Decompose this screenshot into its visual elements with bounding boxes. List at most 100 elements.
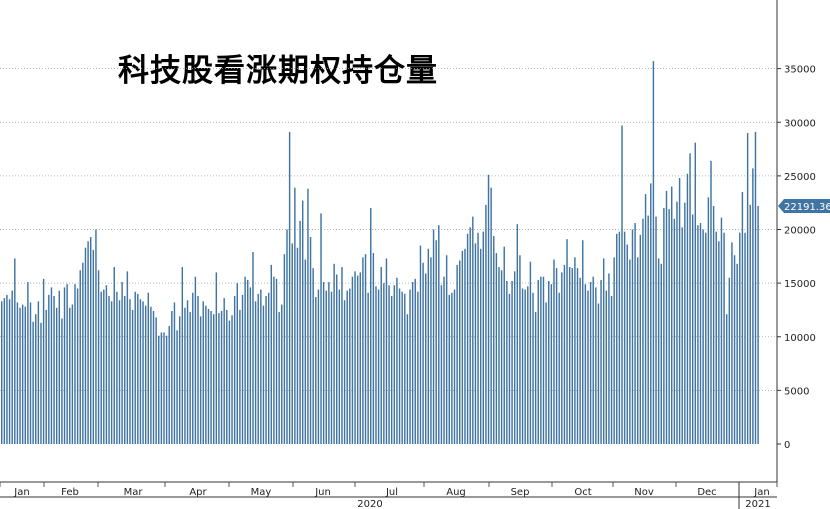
bar [257,293,259,444]
bar [681,227,683,444]
bar [116,291,118,444]
bar [725,314,728,444]
bar [534,312,537,444]
bar [205,305,207,444]
bar [328,282,330,444]
y-tick-label: 30000 [784,118,816,129]
bar [1,301,3,444]
bar [694,142,697,444]
bar [155,317,157,444]
bar [14,258,16,444]
bar [409,289,411,444]
bar [281,304,283,444]
bar [254,301,257,444]
bar [550,284,553,444]
bar [362,257,364,444]
bar [613,257,615,444]
bar [621,125,623,444]
y-tick-label: 25000 [784,172,816,183]
bar [490,187,492,445]
bar [723,232,725,444]
bar [655,216,657,444]
x-tick-label: Sep [511,487,530,498]
bar [364,254,367,444]
bar [757,206,759,444]
bar [503,246,505,444]
bar [712,205,715,444]
bar [587,290,589,444]
bar [322,282,325,444]
bar [527,286,529,444]
bar [158,335,160,444]
bar [574,257,576,444]
bar [592,276,594,444]
y-tick-label: 35000 [784,65,816,76]
bar [66,284,68,444]
bar [296,247,299,444]
y-tick-label: 10000 [784,333,816,344]
bar [236,283,238,445]
bar [213,314,215,444]
bar [184,307,186,444]
bar [516,224,519,444]
bar [97,270,100,444]
bar [563,264,566,444]
bar [92,249,95,444]
bar [247,279,249,444]
bar [11,290,13,444]
bar [82,262,84,444]
bar [79,270,81,444]
bar [95,229,97,444]
bar [419,245,422,444]
x-tick-label: Jul [385,487,398,498]
bar [466,233,469,444]
bar [108,296,110,444]
bar [597,303,600,444]
bar [513,271,516,444]
bar [372,253,375,444]
bar [63,287,66,444]
bar [642,218,644,444]
x-year-label: 2021 [745,499,770,509]
bar [393,285,396,444]
bar [325,290,327,444]
bar [589,282,592,444]
bar [150,306,152,444]
bar [113,267,115,444]
bar [396,277,398,444]
bar [341,267,343,444]
bar [414,278,416,444]
bar [356,275,359,444]
bar [309,237,312,444]
bar [548,280,550,444]
bar [336,274,338,444]
bar [639,234,642,444]
bar [705,232,707,444]
bar [278,312,280,444]
bar [103,289,105,444]
bar [733,255,736,444]
bar [215,272,218,444]
bar [647,215,649,444]
bar [430,257,432,444]
bar [147,292,150,444]
bar [558,292,560,444]
bar [223,298,225,444]
bar [270,264,273,444]
bar [579,277,581,444]
chart-title: 科技股看涨期权持仓量 [118,53,438,89]
bar [244,276,246,444]
bar [684,202,686,444]
bar [532,292,534,444]
x-tick-label: Aug [446,487,466,498]
bar [398,288,401,444]
bar [553,259,555,444]
bar [576,268,579,444]
bar [545,302,547,444]
bar [752,168,754,444]
bar [487,174,490,445]
bar [262,305,265,444]
bar [720,217,723,444]
bar [749,204,751,444]
